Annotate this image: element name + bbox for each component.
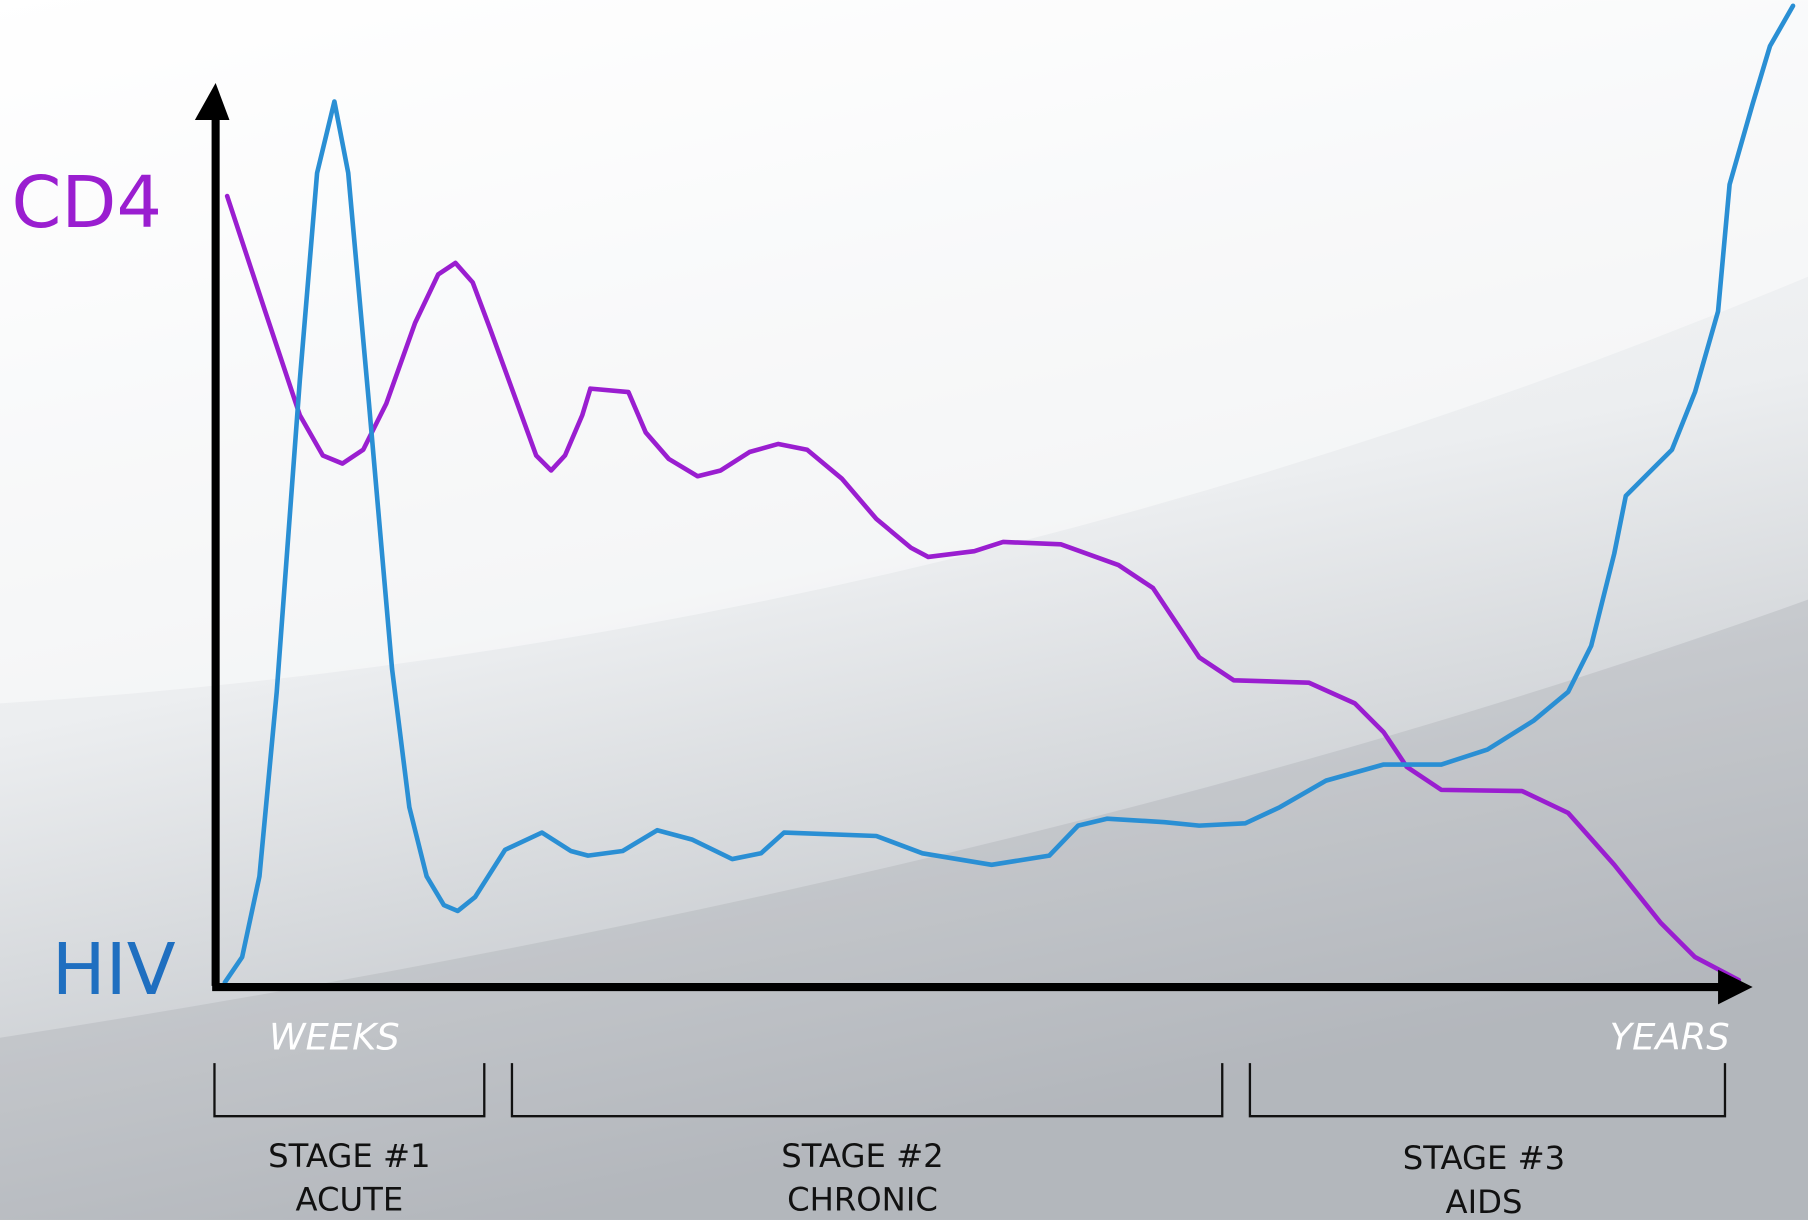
weeks-label: WEEKS (269, 1015, 400, 1058)
years-label: YEARS (1610, 1015, 1730, 1058)
stage-bracket (213, 1063, 486, 1118)
stage-number: STAGE #1 (268, 1137, 430, 1175)
background-swoosh (0, 0, 1808, 703)
stage-bracket (1248, 1063, 1727, 1118)
stage-name: AIDS (1446, 1183, 1523, 1220)
background-swoosh (0, 599, 1808, 1220)
stage-name: ACUTE (296, 1181, 404, 1219)
hiv-label: HIV (52, 928, 176, 1011)
y-axis-arrow (194, 83, 230, 120)
cd4-label: CD4 (12, 161, 162, 244)
hiv-curve (222, 3, 1796, 985)
cd4-curve (224, 193, 1742, 983)
stage-number: STAGE #3 (1403, 1139, 1565, 1177)
stage-number: STAGE #2 (781, 1137, 943, 1175)
x-axis-arrow (1718, 969, 1753, 1005)
stage-bracket (510, 1063, 1224, 1118)
stage-name: CHRONIC (787, 1181, 938, 1219)
